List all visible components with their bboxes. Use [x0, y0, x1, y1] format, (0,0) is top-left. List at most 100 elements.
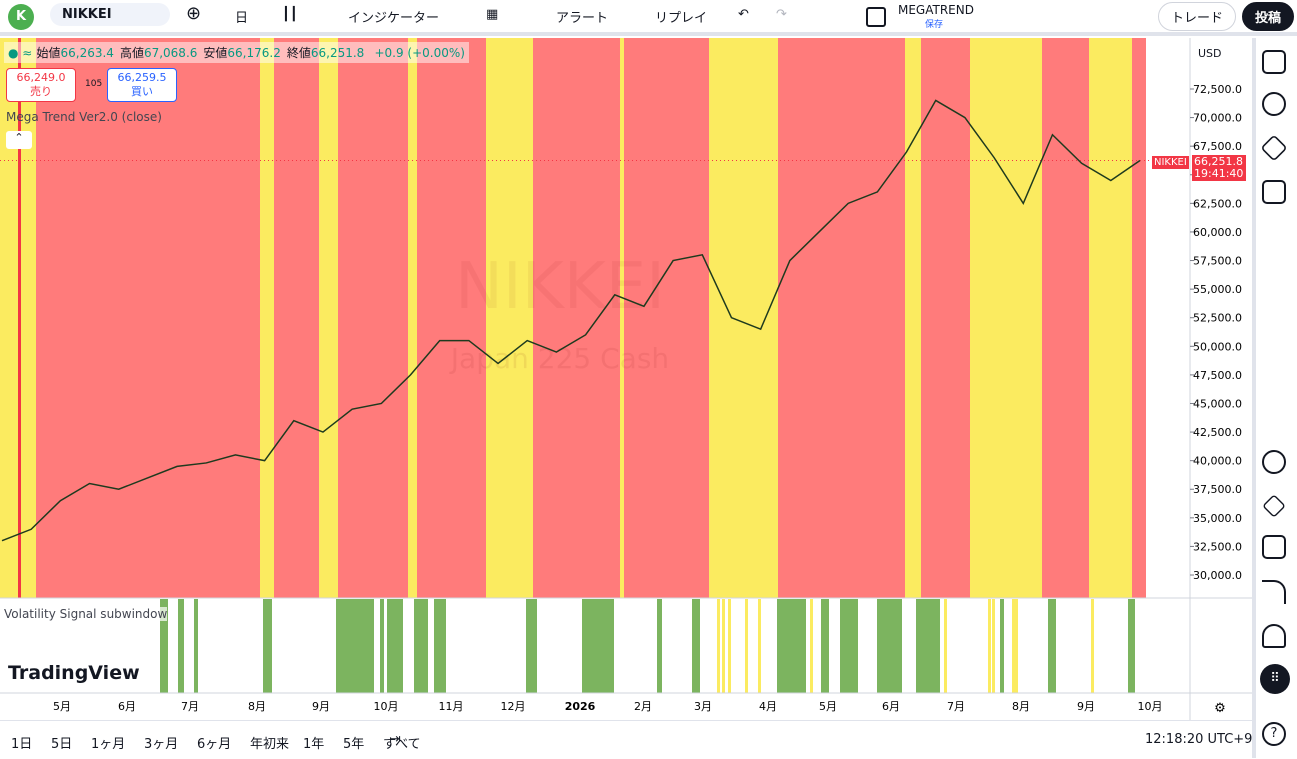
- trend-band: [921, 38, 970, 598]
- y-tick-label: 72,500.0: [1193, 83, 1242, 96]
- chart-style[interactable]: ┃┃: [282, 7, 298, 22]
- legend: ● ≈ 始値66,263.4 高値67,068.6 安値66,176.2 終値66,2…: [4, 42, 469, 63]
- signal-bar: [414, 599, 428, 693]
- trend-band: [1089, 38, 1132, 598]
- alert[interactable]: アラート: [556, 11, 609, 26]
- range-button[interactable]: 6ヶ月: [197, 737, 232, 752]
- signal-bar: [1048, 599, 1056, 693]
- watermark-description: Japan 225 Cash: [449, 342, 669, 375]
- trend-band: [408, 38, 417, 598]
- collapse-legend[interactable]: ⌃: [6, 131, 32, 149]
- x-tick-label: 10月: [374, 700, 399, 713]
- watermark-symbol: NIKKEI: [455, 250, 665, 324]
- signal-tick: [717, 599, 720, 693]
- range-button[interactable]: 5日: [51, 737, 73, 752]
- trade-button[interactable]: トレード: [1158, 2, 1237, 31]
- chat-icon[interactable]: [1262, 180, 1286, 204]
- trend-band: [18, 38, 21, 598]
- signal-bar: [178, 599, 184, 693]
- date-range[interactable]: ⇥: [390, 732, 401, 747]
- publish-button[interactable]: 投稿: [1242, 2, 1295, 31]
- apps-icon[interactable]: ⠿: [1260, 664, 1290, 694]
- signal-tick: [1015, 599, 1018, 693]
- undo[interactable]: ↶: [738, 7, 749, 22]
- trend-band: [36, 38, 260, 598]
- x-tick-label: 8月: [248, 700, 266, 713]
- currency[interactable]: USD: [1198, 47, 1222, 60]
- range-button[interactable]: 1年: [303, 737, 325, 752]
- x-tick-label: 2026: [565, 700, 596, 713]
- avatar[interactable]: K: [8, 4, 34, 30]
- symbol-search[interactable]: NIKKEI: [50, 3, 170, 26]
- layout-icon[interactable]: [866, 7, 886, 27]
- range-button[interactable]: 5年: [343, 737, 365, 752]
- signal-bar: [916, 599, 940, 693]
- y-tick-label: 42,500.0: [1193, 426, 1242, 439]
- price-line: [1, 99, 1141, 542]
- buy-button[interactable]: 66,259.5 買い: [107, 68, 177, 102]
- signal-icon[interactable]: [1262, 450, 1286, 474]
- last-price-label: 66,251.8 19:41:40: [1192, 155, 1246, 181]
- help-icon[interactable]: ?: [1262, 722, 1286, 746]
- calendar-icon[interactable]: [1262, 535, 1286, 559]
- signal-bar: [582, 599, 614, 693]
- notifications-icon[interactable]: [1262, 624, 1286, 648]
- signal-bar: [821, 599, 829, 693]
- replay[interactable]: リプレイ: [655, 11, 708, 26]
- ohlc-label: 始値: [36, 46, 61, 60]
- ohlc-label: 終値: [286, 46, 311, 60]
- signal-tick: [810, 599, 813, 693]
- sell-label: 売り: [30, 85, 52, 98]
- sell-button[interactable]: 66,249.0 売り: [6, 68, 76, 102]
- trend-band: [274, 38, 319, 598]
- trend-band: [778, 38, 905, 598]
- range-button[interactable]: 1日: [11, 737, 33, 752]
- y-tick-label: 62,500.0: [1193, 197, 1242, 210]
- signal-bar: [160, 599, 168, 693]
- stream-icon[interactable]: [1262, 580, 1286, 604]
- add-symbol[interactable]: ⊕: [186, 3, 202, 24]
- range-button[interactable]: 3ヶ月: [144, 737, 179, 752]
- signal-bar: [877, 599, 902, 693]
- ohlc-value: 67,068.6: [143, 46, 198, 60]
- range-button[interactable]: 1ヶ月: [91, 737, 126, 752]
- watchlist-icon[interactable]: [1262, 50, 1286, 74]
- chart: NIKKEI Japan 225 Cash 30,000.0 32,500.0 35,0…: [0, 38, 1252, 720]
- signal-bar: [1000, 599, 1004, 693]
- x-tick-label: 8月: [1012, 700, 1030, 713]
- redo[interactable]: ↷: [776, 7, 787, 22]
- indicators[interactable]: インジケーター: [348, 11, 440, 26]
- signal-tick: [988, 599, 991, 693]
- x-tick-label: 9月: [1077, 700, 1095, 713]
- layouts[interactable]: ▦: [486, 7, 499, 22]
- trend-band: [417, 38, 486, 598]
- trend-band: [620, 38, 624, 598]
- y-tick-label: 40,000.0: [1193, 455, 1242, 468]
- x-tick-label: 12月: [501, 700, 526, 713]
- alerts-icon[interactable]: [1262, 92, 1286, 116]
- signal-bar: [387, 599, 403, 693]
- layout-name[interactable]: MEGATREND: [898, 3, 974, 17]
- x-tick-label: 4月: [759, 700, 777, 713]
- trend-band: [486, 38, 533, 598]
- signal-bar: [657, 599, 662, 693]
- trend-band: [624, 38, 709, 598]
- countdown: 19:41:40: [1194, 167, 1244, 180]
- range-button[interactable]: すべて: [383, 737, 421, 752]
- spread: 105: [85, 79, 103, 89]
- x-tick-label: 3月: [694, 700, 712, 713]
- status-dot: ● ≈: [8, 46, 33, 60]
- sell-price: 66,249.0: [16, 71, 66, 84]
- y-tick-label: 47,500.0: [1193, 369, 1242, 382]
- x-tick-label: 5月: [819, 700, 837, 713]
- interval[interactable]: 日: [235, 11, 249, 26]
- y-tick-label: 35,000.0: [1193, 512, 1242, 525]
- signal-tick: [728, 599, 731, 693]
- y-tick-label: 37,500.0: [1193, 483, 1242, 496]
- y-tick-label: 67,500.0: [1193, 140, 1242, 153]
- x-tick-label: 5月: [53, 700, 71, 713]
- x-tick-label: 7月: [947, 700, 965, 713]
- range-button[interactable]: 年初来: [250, 737, 290, 752]
- signal-tick: [1091, 599, 1094, 693]
- signal-bar: [692, 599, 700, 693]
